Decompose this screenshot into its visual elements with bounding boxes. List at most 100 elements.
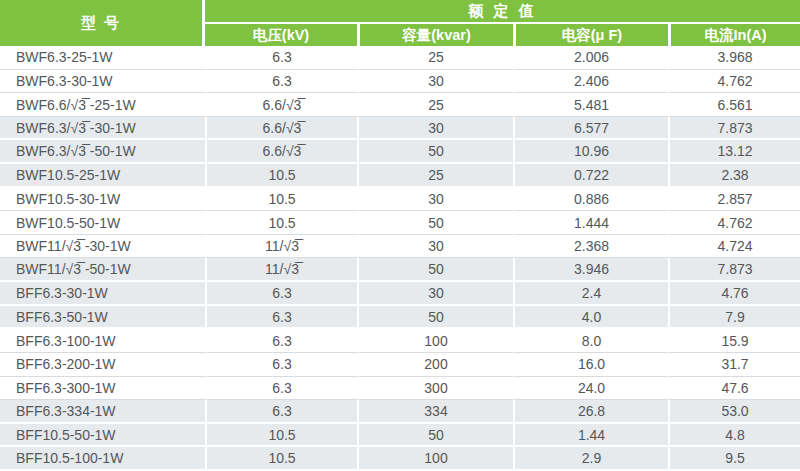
cell-model: BFF6.3-50-1W	[0, 306, 205, 330]
table-row: BFF6.3-100-1W6.31008.015.9	[0, 329, 800, 353]
cell-capacity: 25	[357, 164, 513, 188]
capacitor-spec-table: 型 号 额 定 值 电压(kV) 容量(kvar) 电容(μ F) 电流In(A…	[0, 0, 800, 471]
cell-capacitance: 2.006	[513, 46, 668, 70]
column-header-rated-values: 额 定 值	[205, 0, 800, 22]
cell-current: 3.968	[668, 46, 800, 70]
table-row: BWF11/√3̅ -50-1W11/√3̅503.9467.873	[0, 258, 800, 282]
table-row: BWF6.6/√3̅ -25-1W6.6/√3̅255.4816.561	[0, 93, 800, 117]
cell-capacitance: 16.0	[513, 353, 668, 377]
cell-model: BFF10.5-50-1W	[0, 424, 205, 448]
cell-voltage: 6.6/√3̅	[205, 117, 357, 141]
cell-voltage: 10.5	[205, 164, 357, 188]
table-row: BWF6.3-30-1W6.3302.4064.762	[0, 70, 800, 94]
cell-voltage: 6.6/√3̅	[205, 93, 357, 117]
cell-capacitance: 1.444	[513, 211, 668, 235]
cell-model: BFF6.3-300-1W	[0, 377, 205, 401]
cell-capacitance: 2.4	[513, 282, 668, 306]
cell-capacity: 50	[357, 140, 513, 164]
cell-capacity: 30	[357, 282, 513, 306]
cell-voltage: 10.5	[205, 211, 357, 235]
cell-voltage: 10.5	[205, 447, 357, 471]
cell-model: BFF6.3-100-1W	[0, 329, 205, 353]
cell-capacitance: 26.8	[513, 400, 668, 424]
cell-model: BFF6.3-200-1W	[0, 353, 205, 377]
table-row: BFF6.3-50-1W6.3504.07.9	[0, 306, 800, 330]
column-header-capacity: 容量(kvar)	[357, 22, 513, 46]
cell-capacitance: 4.0	[513, 306, 668, 330]
cell-model: BWF10.5-30-1W	[0, 188, 205, 212]
cell-capacity: 50	[357, 211, 513, 235]
cell-voltage: 6.3	[205, 377, 357, 401]
cell-current: 4.724	[668, 235, 800, 259]
cell-capacity: 30	[357, 188, 513, 212]
table-row: BFF6.3-200-1W6.320016.031.7	[0, 353, 800, 377]
cell-current: 2.857	[668, 188, 800, 212]
cell-model: BWF10.5-50-1W	[0, 211, 205, 235]
cell-model: BWF6.6/√3̅ -25-1W	[0, 93, 205, 117]
cell-capacitance: 3.946	[513, 258, 668, 282]
cell-voltage: 6.3	[205, 353, 357, 377]
cell-capacitance: 10.96	[513, 140, 668, 164]
column-header-capacitance: 电容(μ F)	[513, 22, 668, 46]
cell-capacity: 334	[357, 400, 513, 424]
cell-capacity: 25	[357, 93, 513, 117]
table-row: BWF6.3/√3̅ -30-1W6.6/√3̅306.5777.873	[0, 117, 800, 141]
cell-capacitance: 8.0	[513, 329, 668, 353]
cell-model: BWF6.3-25-1W	[0, 46, 205, 70]
cell-current: 13.12	[668, 140, 800, 164]
cell-current: 4.8	[668, 424, 800, 448]
table-row: BFF6.3-334-1W6.333426.853.0	[0, 400, 800, 424]
cell-capacity: 300	[357, 377, 513, 401]
cell-voltage: 10.5	[205, 188, 357, 212]
cell-current: 7.9	[668, 306, 800, 330]
cell-voltage: 6.3	[205, 329, 357, 353]
cell-capacity: 30	[357, 235, 513, 259]
column-header-model: 型 号	[0, 0, 205, 46]
cell-model: BFF6.3-30-1W	[0, 282, 205, 306]
cell-capacity: 100	[357, 447, 513, 471]
table-row: BWF6.3-25-1W6.3252.0063.968	[0, 46, 800, 70]
cell-model: BWF6.3/√3̅ -30-1W	[0, 117, 205, 141]
header-row-top: 型 号 额 定 值	[0, 0, 800, 22]
table-row: BWF10.5-25-1W10.5250.7222.38	[0, 164, 800, 188]
cell-current: 7.873	[668, 117, 800, 141]
cell-voltage: 11/√3̅	[205, 258, 357, 282]
table-row: BWF11/√3̅ -30-1W11/√3̅302.3684.724	[0, 235, 800, 259]
table-header: 型 号 额 定 值 电压(kV) 容量(kvar) 电容(μ F) 电流In(A…	[0, 0, 800, 46]
column-header-current: 电流In(A)	[668, 22, 800, 46]
cell-voltage: 6.3	[205, 400, 357, 424]
cell-voltage: 6.3	[205, 306, 357, 330]
cell-current: 4.76	[668, 282, 800, 306]
cell-capacity: 25	[357, 46, 513, 70]
cell-voltage: 6.3	[205, 70, 357, 94]
table-row: BWF10.5-30-1W10.5300.8862.857	[0, 188, 800, 212]
cell-capacitance: 5.481	[513, 93, 668, 117]
table-row: BFF6.3-30-1W6.3302.44.76	[0, 282, 800, 306]
cell-current: 31.7	[668, 353, 800, 377]
cell-capacitance: 2.368	[513, 235, 668, 259]
cell-model: BWF11/√3̅ -30-1W	[0, 235, 205, 259]
cell-voltage: 6.3	[205, 46, 357, 70]
cell-model: BWF10.5-25-1W	[0, 164, 205, 188]
cell-current: 53.0	[668, 400, 800, 424]
cell-capacitance: 2.9	[513, 447, 668, 471]
table-row: BFF6.3-300-1W6.330024.047.6	[0, 377, 800, 401]
cell-model: BFF10.5-100-1W	[0, 447, 205, 471]
cell-capacitance: 0.886	[513, 188, 668, 212]
cell-capacity: 30	[357, 70, 513, 94]
cell-model: BFF6.3-334-1W	[0, 400, 205, 424]
cell-capacitance: 1.44	[513, 424, 668, 448]
cell-current: 15.9	[668, 329, 800, 353]
cell-current: 6.561	[668, 93, 800, 117]
cell-capacitance: 0.722	[513, 164, 668, 188]
cell-voltage: 6.6/√3̅	[205, 140, 357, 164]
cell-model: BWF11/√3̅ -50-1W	[0, 258, 205, 282]
cell-capacity: 50	[357, 258, 513, 282]
cell-capacity: 50	[357, 306, 513, 330]
cell-voltage: 11/√3̅	[205, 235, 357, 259]
cell-current: 4.762	[668, 70, 800, 94]
cell-current: 9.5	[668, 447, 800, 471]
cell-capacity: 50	[357, 424, 513, 448]
table-body: BWF6.3-25-1W6.3252.0063.968BWF6.3-30-1W6…	[0, 46, 800, 471]
cell-capacity: 100	[357, 329, 513, 353]
